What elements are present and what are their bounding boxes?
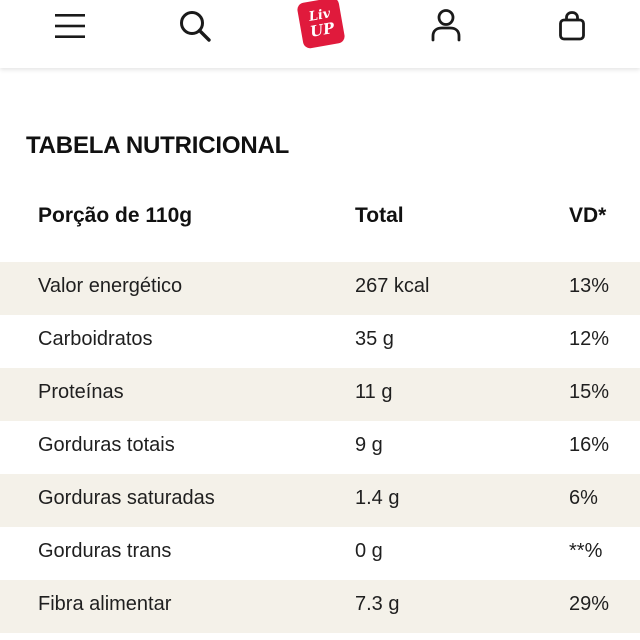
table-row: Proteínas 11 g 15% [0,368,640,421]
nutrient-vd: 6% [569,487,598,509]
header-vd: VD* [569,204,607,227]
nutrient-name: Valor energético [38,275,183,297]
nutrient-name: Gorduras totais [38,434,175,456]
nutrient-vd: **% [569,540,603,562]
nutrient-name: Proteínas [38,381,124,403]
table-row: Gorduras saturadas 1.4 g 6% [0,474,640,527]
logo-badge: Liv UP [296,0,346,50]
header-portion: Porção de 110g [38,204,193,227]
nutrient-total: 11 g [355,381,393,403]
nutrient-vd: 16% [569,434,610,456]
nutrient-total: 9 g [355,434,383,456]
table-row: Gorduras trans 0 g **% [0,527,640,580]
search-button[interactable] [173,6,217,46]
nutrient-name: Gorduras trans [38,540,172,562]
nutrient-total: 0 g [355,540,383,562]
liv-up-logo[interactable]: Liv UP [296,0,346,50]
logo-text-line2: UP [308,18,336,41]
cart-button[interactable] [551,6,593,46]
table-row: Valor energético 267 kcal 13% [0,262,640,315]
table-row: Gorduras totais 9 g 16% [0,421,640,474]
user-icon [431,9,461,42]
nutrient-name: Carboidratos [38,328,153,350]
menu-button[interactable] [50,8,90,44]
shopping-bag-icon [559,11,585,41]
nutrition-table: Valor energético 267 kcal 13% Carboidrat… [0,262,640,633]
nutrient-total: 35 g [355,328,394,350]
nutrient-total: 1.4 g [355,487,400,509]
nutrient-total: 7.3 g [355,593,400,615]
nutrient-vd: 29% [569,593,610,615]
account-button[interactable] [424,4,468,46]
top-navigation-bar: Liv UP [0,0,640,68]
nutrient-total: 267 kcal [355,275,430,297]
nutrient-name: Fibra alimentar [38,593,172,615]
table-header: Porção de 110g Total VD* [0,196,640,240]
nutrient-vd: 15% [569,381,610,403]
nutrient-vd: 13% [569,275,610,297]
table-row: Carboidratos 35 g 12% [0,315,640,368]
page-title: TABELA NUTRICIONAL [26,132,290,159]
nutrient-vd: 12% [569,328,610,350]
header-total: Total [355,204,404,227]
table-row: Fibra alimentar 7.3 g 29% [0,580,640,633]
hamburger-menu-icon [55,14,85,38]
nutrient-name: Gorduras saturadas [38,487,215,509]
search-icon [180,11,211,42]
